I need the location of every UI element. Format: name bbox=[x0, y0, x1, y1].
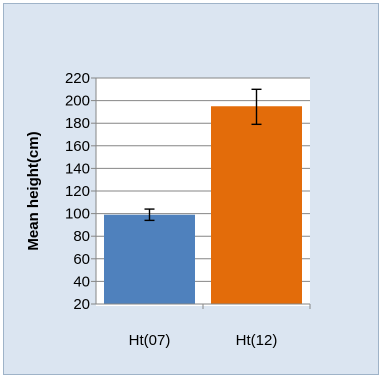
y-tick-labels: 20 40 60 80 100 120 140 160 180 200 220 bbox=[65, 70, 90, 313]
bar-Ht(07) bbox=[104, 214, 195, 304]
y-tick-label: 220 bbox=[65, 70, 90, 87]
y-tick-label: 160 bbox=[65, 138, 90, 155]
y-tick-label: 40 bbox=[73, 273, 90, 290]
y-tick-label: 80 bbox=[73, 228, 90, 245]
y-tick-label: 120 bbox=[65, 183, 90, 200]
error-bars bbox=[144, 88, 262, 222]
x-category-label: Ht(07) bbox=[129, 332, 171, 349]
bar-Ht(12) bbox=[211, 106, 302, 304]
y-tick-label: 200 bbox=[65, 93, 90, 110]
y-tick-label: 140 bbox=[65, 160, 90, 177]
y-tick-label: 20 bbox=[73, 296, 90, 313]
y-axis-title: Mean height(cm) bbox=[25, 131, 42, 250]
y-tick-label: 60 bbox=[73, 251, 90, 268]
x-category-label: Ht(12) bbox=[236, 332, 278, 349]
x-category-labels: Ht(07) Ht(12) bbox=[129, 332, 278, 349]
bars bbox=[104, 106, 302, 304]
y-tick-label: 100 bbox=[65, 206, 90, 223]
y-tick-label: 180 bbox=[65, 115, 90, 132]
